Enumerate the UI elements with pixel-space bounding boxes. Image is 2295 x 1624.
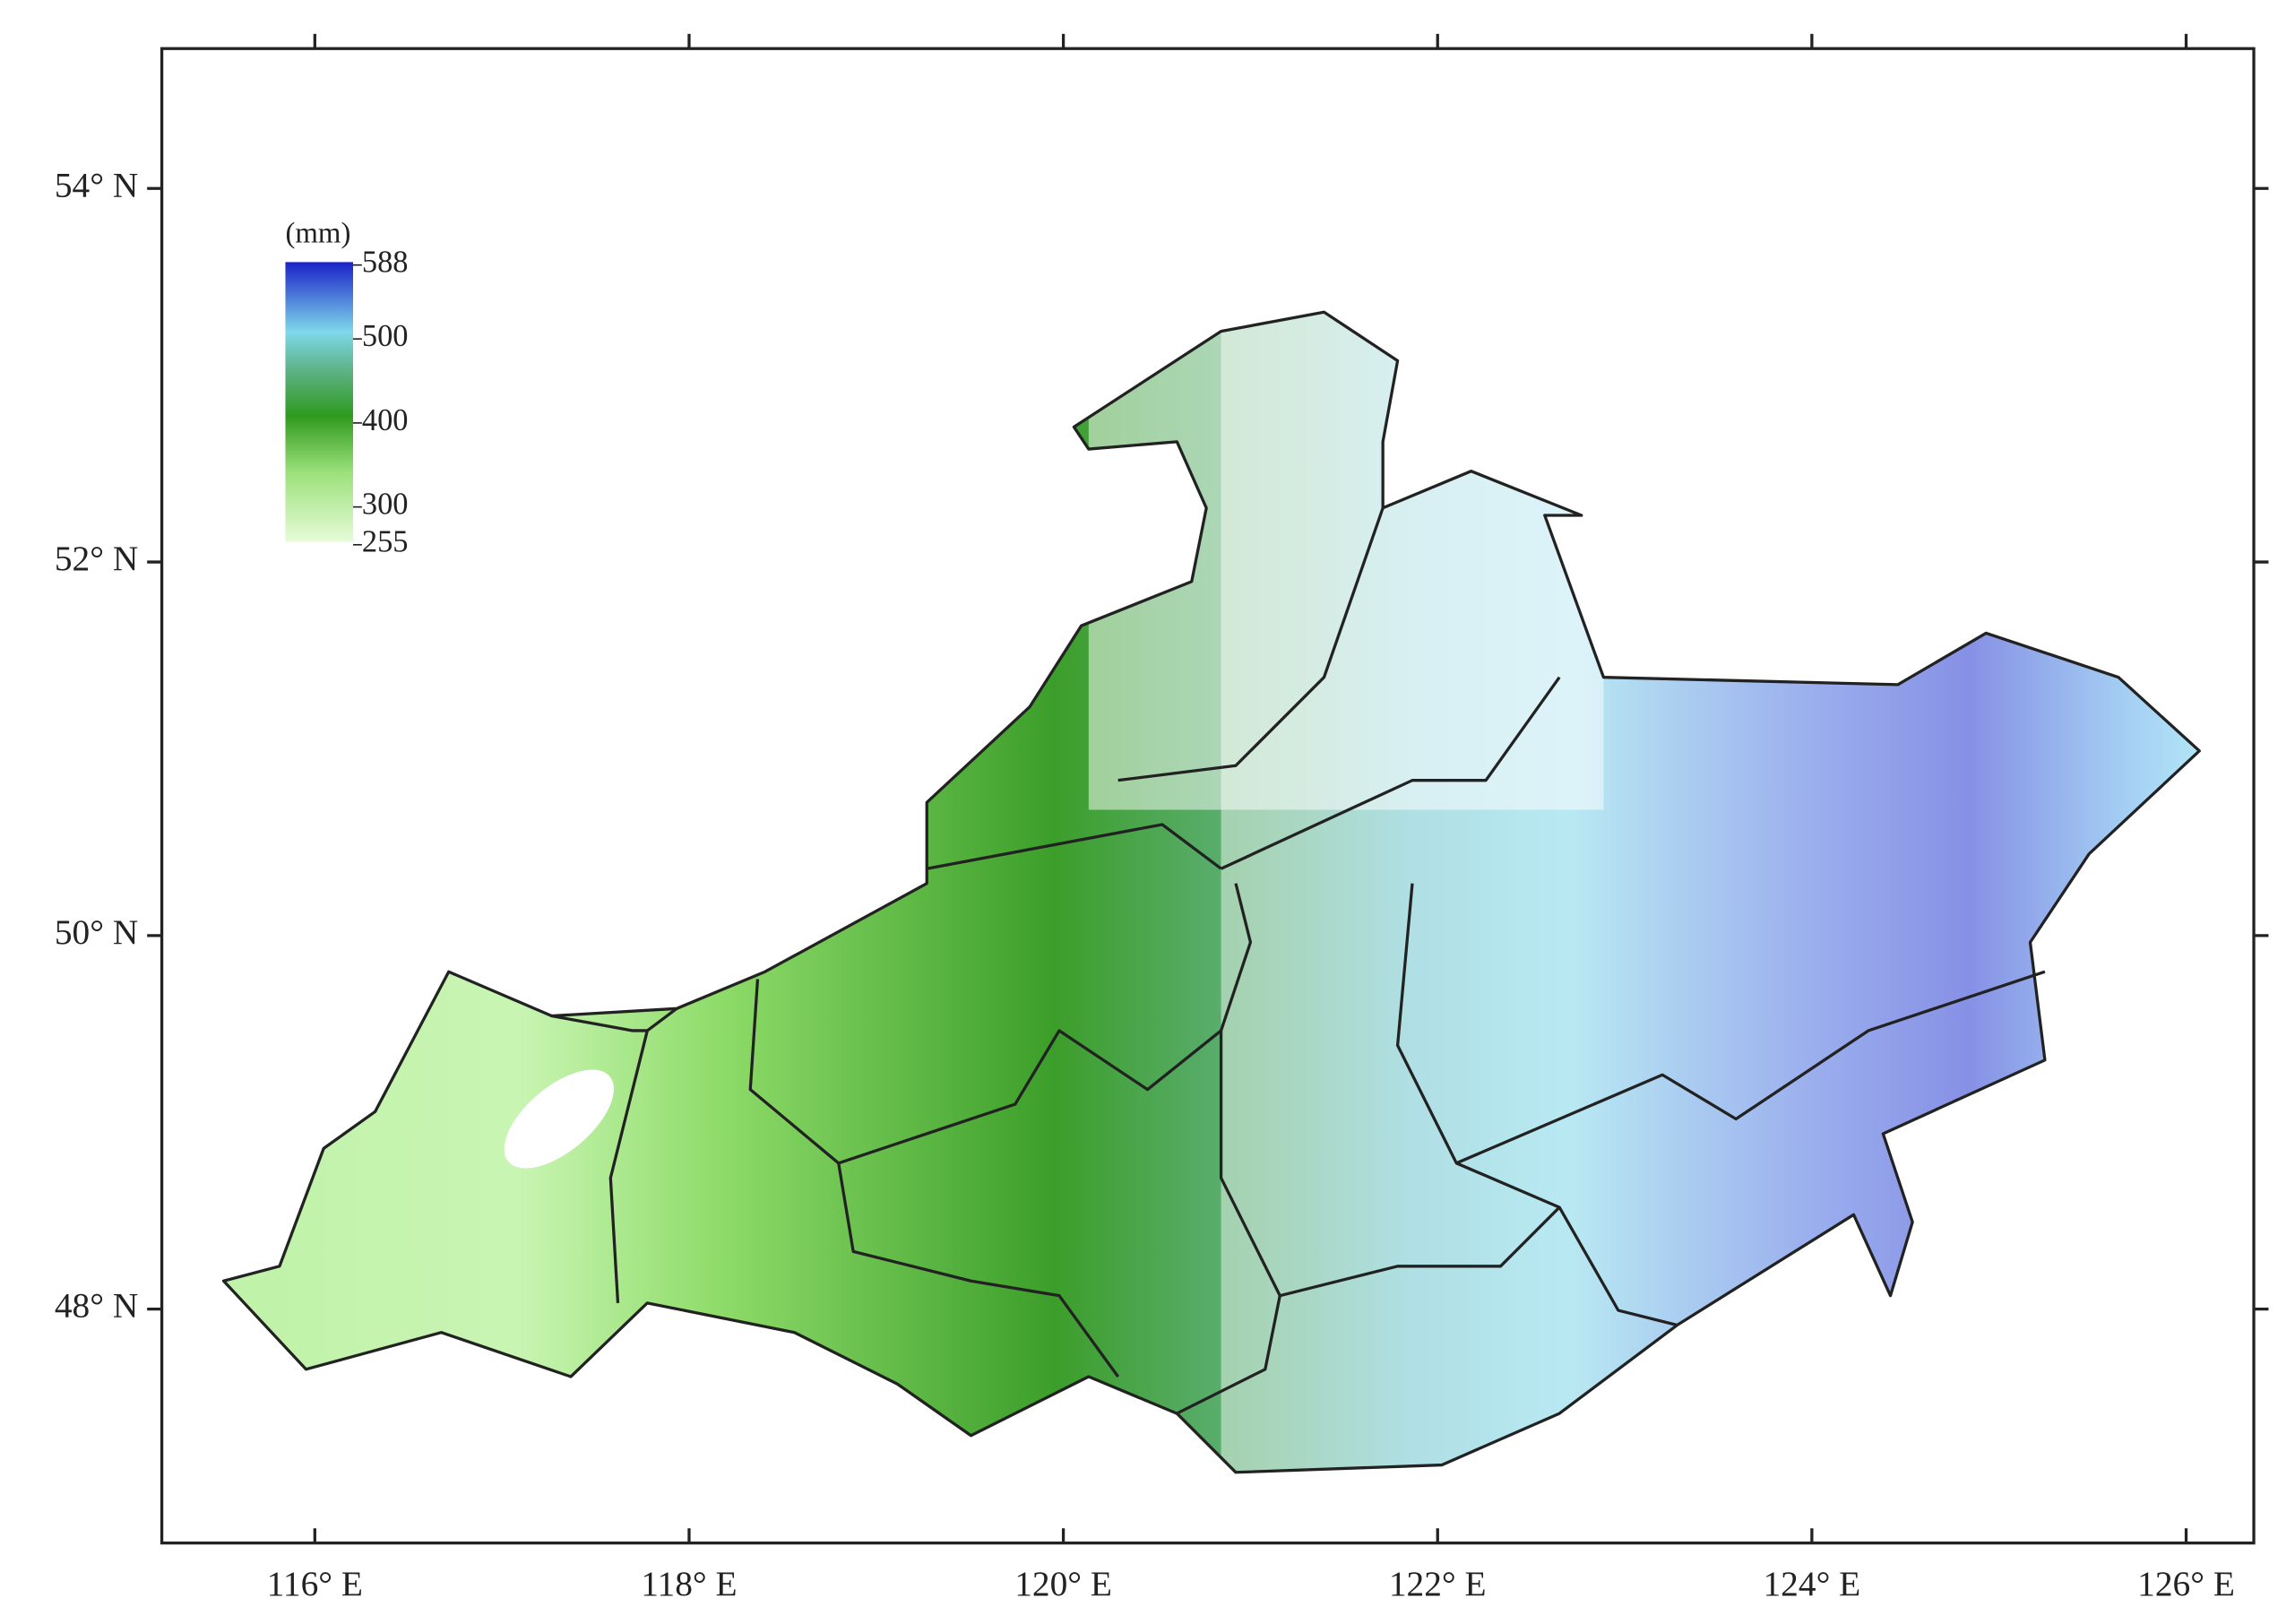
- legend-unit: (mm): [285, 217, 350, 249]
- x-tick-label: 116° E: [267, 1564, 363, 1603]
- x-tick-label: 122° E: [1389, 1564, 1487, 1603]
- map-frame: [160, 47, 2256, 1545]
- legend-tick-label: 400: [362, 403, 409, 437]
- y-tick-label: 52° N: [55, 539, 138, 578]
- legend-tick-label: 500: [362, 319, 409, 353]
- precipitation-field: [223, 312, 2200, 1473]
- region-outline: [221, 310, 2201, 1474]
- legend-colorbar: [285, 262, 353, 542]
- x-tick-label: 124° E: [1763, 1564, 1860, 1603]
- y-tick-label: 50° N: [55, 912, 138, 952]
- sub-basin-boundaries: [551, 507, 2046, 1415]
- x-tick-label: 126° E: [2137, 1564, 2235, 1603]
- x-tick-label: 120° E: [1014, 1564, 1112, 1603]
- y-tick-label: 54° N: [55, 165, 138, 204]
- y-tick-label: 48° N: [55, 1286, 138, 1326]
- axis-ticks: 116° E 118° E 120° E 122° E 124° E 126° E 54° …: [55, 33, 2269, 1603]
- legend-tick-label: 255: [362, 525, 409, 559]
- x-tick-label: 118° E: [641, 1564, 737, 1603]
- legend-tick-label: 588: [362, 246, 409, 280]
- legend-tick-label: 300: [362, 488, 409, 522]
